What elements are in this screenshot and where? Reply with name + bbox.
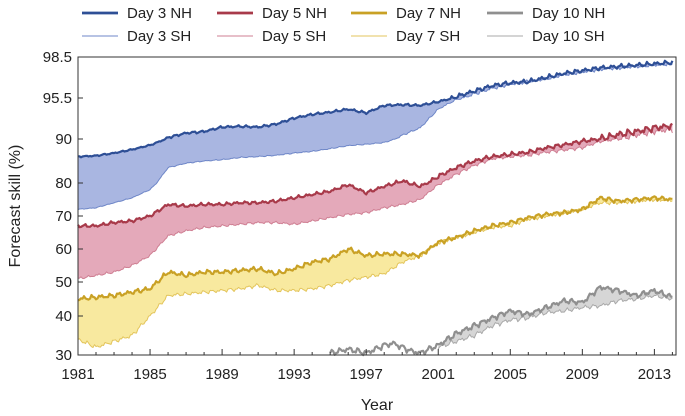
y-tick-label: 90 xyxy=(55,131,72,148)
y-tick-label: 70 xyxy=(55,208,72,225)
x-tick-label: 1997 xyxy=(350,366,383,383)
day-10-nh-legend-label: Day 10 NH xyxy=(532,5,605,22)
day-10-sh-line xyxy=(437,293,673,350)
legend: Day 3 NH Day 3 SH Day 5 NH Day 5 SH Day 7 NH… xyxy=(82,5,605,45)
x-tick-label: 1981 xyxy=(61,366,94,383)
y-tick-label: 80 xyxy=(55,175,72,192)
x-tick-label: 1985 xyxy=(133,366,166,383)
day-10-nh-line xyxy=(329,285,673,357)
day-3-nh-legend-label: Day 3 NH xyxy=(127,5,192,22)
day-7-nh-line xyxy=(77,195,673,302)
y-tick-label: 95.5 xyxy=(43,90,72,107)
day-3-nh-line xyxy=(78,59,674,159)
y-tick-label: 98.5 xyxy=(43,49,72,66)
x-tick-label: 2009 xyxy=(566,366,599,383)
y-tick-label: 30 xyxy=(55,347,72,364)
y-axis: 30 40 50 60 70 80 90 95.5 98.5 xyxy=(43,49,83,364)
day-7-band xyxy=(78,196,673,348)
x-tick-label: 2013 xyxy=(638,366,671,383)
day-7-nh-legend-label: Day 7 NH xyxy=(396,5,461,22)
day-5-sh-line xyxy=(77,127,673,280)
day-5-nh-legend-label: Day 5 NH xyxy=(262,5,327,22)
day-5-nh-line xyxy=(77,122,673,229)
y-tick-label: 40 xyxy=(55,308,72,325)
x-tick-label: 1993 xyxy=(277,366,310,383)
x-axis: 1981 1985 1989 1993 1997 2001 2005 2009 2013 xyxy=(61,349,673,383)
day-5-band xyxy=(78,123,673,279)
day-10-sh-legend-label: Day 10 SH xyxy=(532,28,605,45)
y-tick-label: 50 xyxy=(55,274,72,291)
day-7-sh-legend-label: Day 7 SH xyxy=(396,28,460,45)
x-tick-label: 1989 xyxy=(205,366,238,383)
day-3-sh-legend-label: Day 3 SH xyxy=(127,28,191,45)
x-tick-label: 2005 xyxy=(494,366,527,383)
y-tick-label: 60 xyxy=(55,241,72,258)
x-tick-label: 2001 xyxy=(422,366,455,383)
plot-frame xyxy=(77,56,677,356)
y-axis-label: Forecast skill (%) xyxy=(7,145,24,268)
day-3-band xyxy=(78,60,673,210)
day-5-sh-legend-label: Day 5 SH xyxy=(262,28,326,45)
day-7-sh-line xyxy=(77,197,673,348)
fill-bands xyxy=(78,60,673,349)
x-axis-label: Year xyxy=(361,397,394,414)
series-lines xyxy=(77,59,674,357)
